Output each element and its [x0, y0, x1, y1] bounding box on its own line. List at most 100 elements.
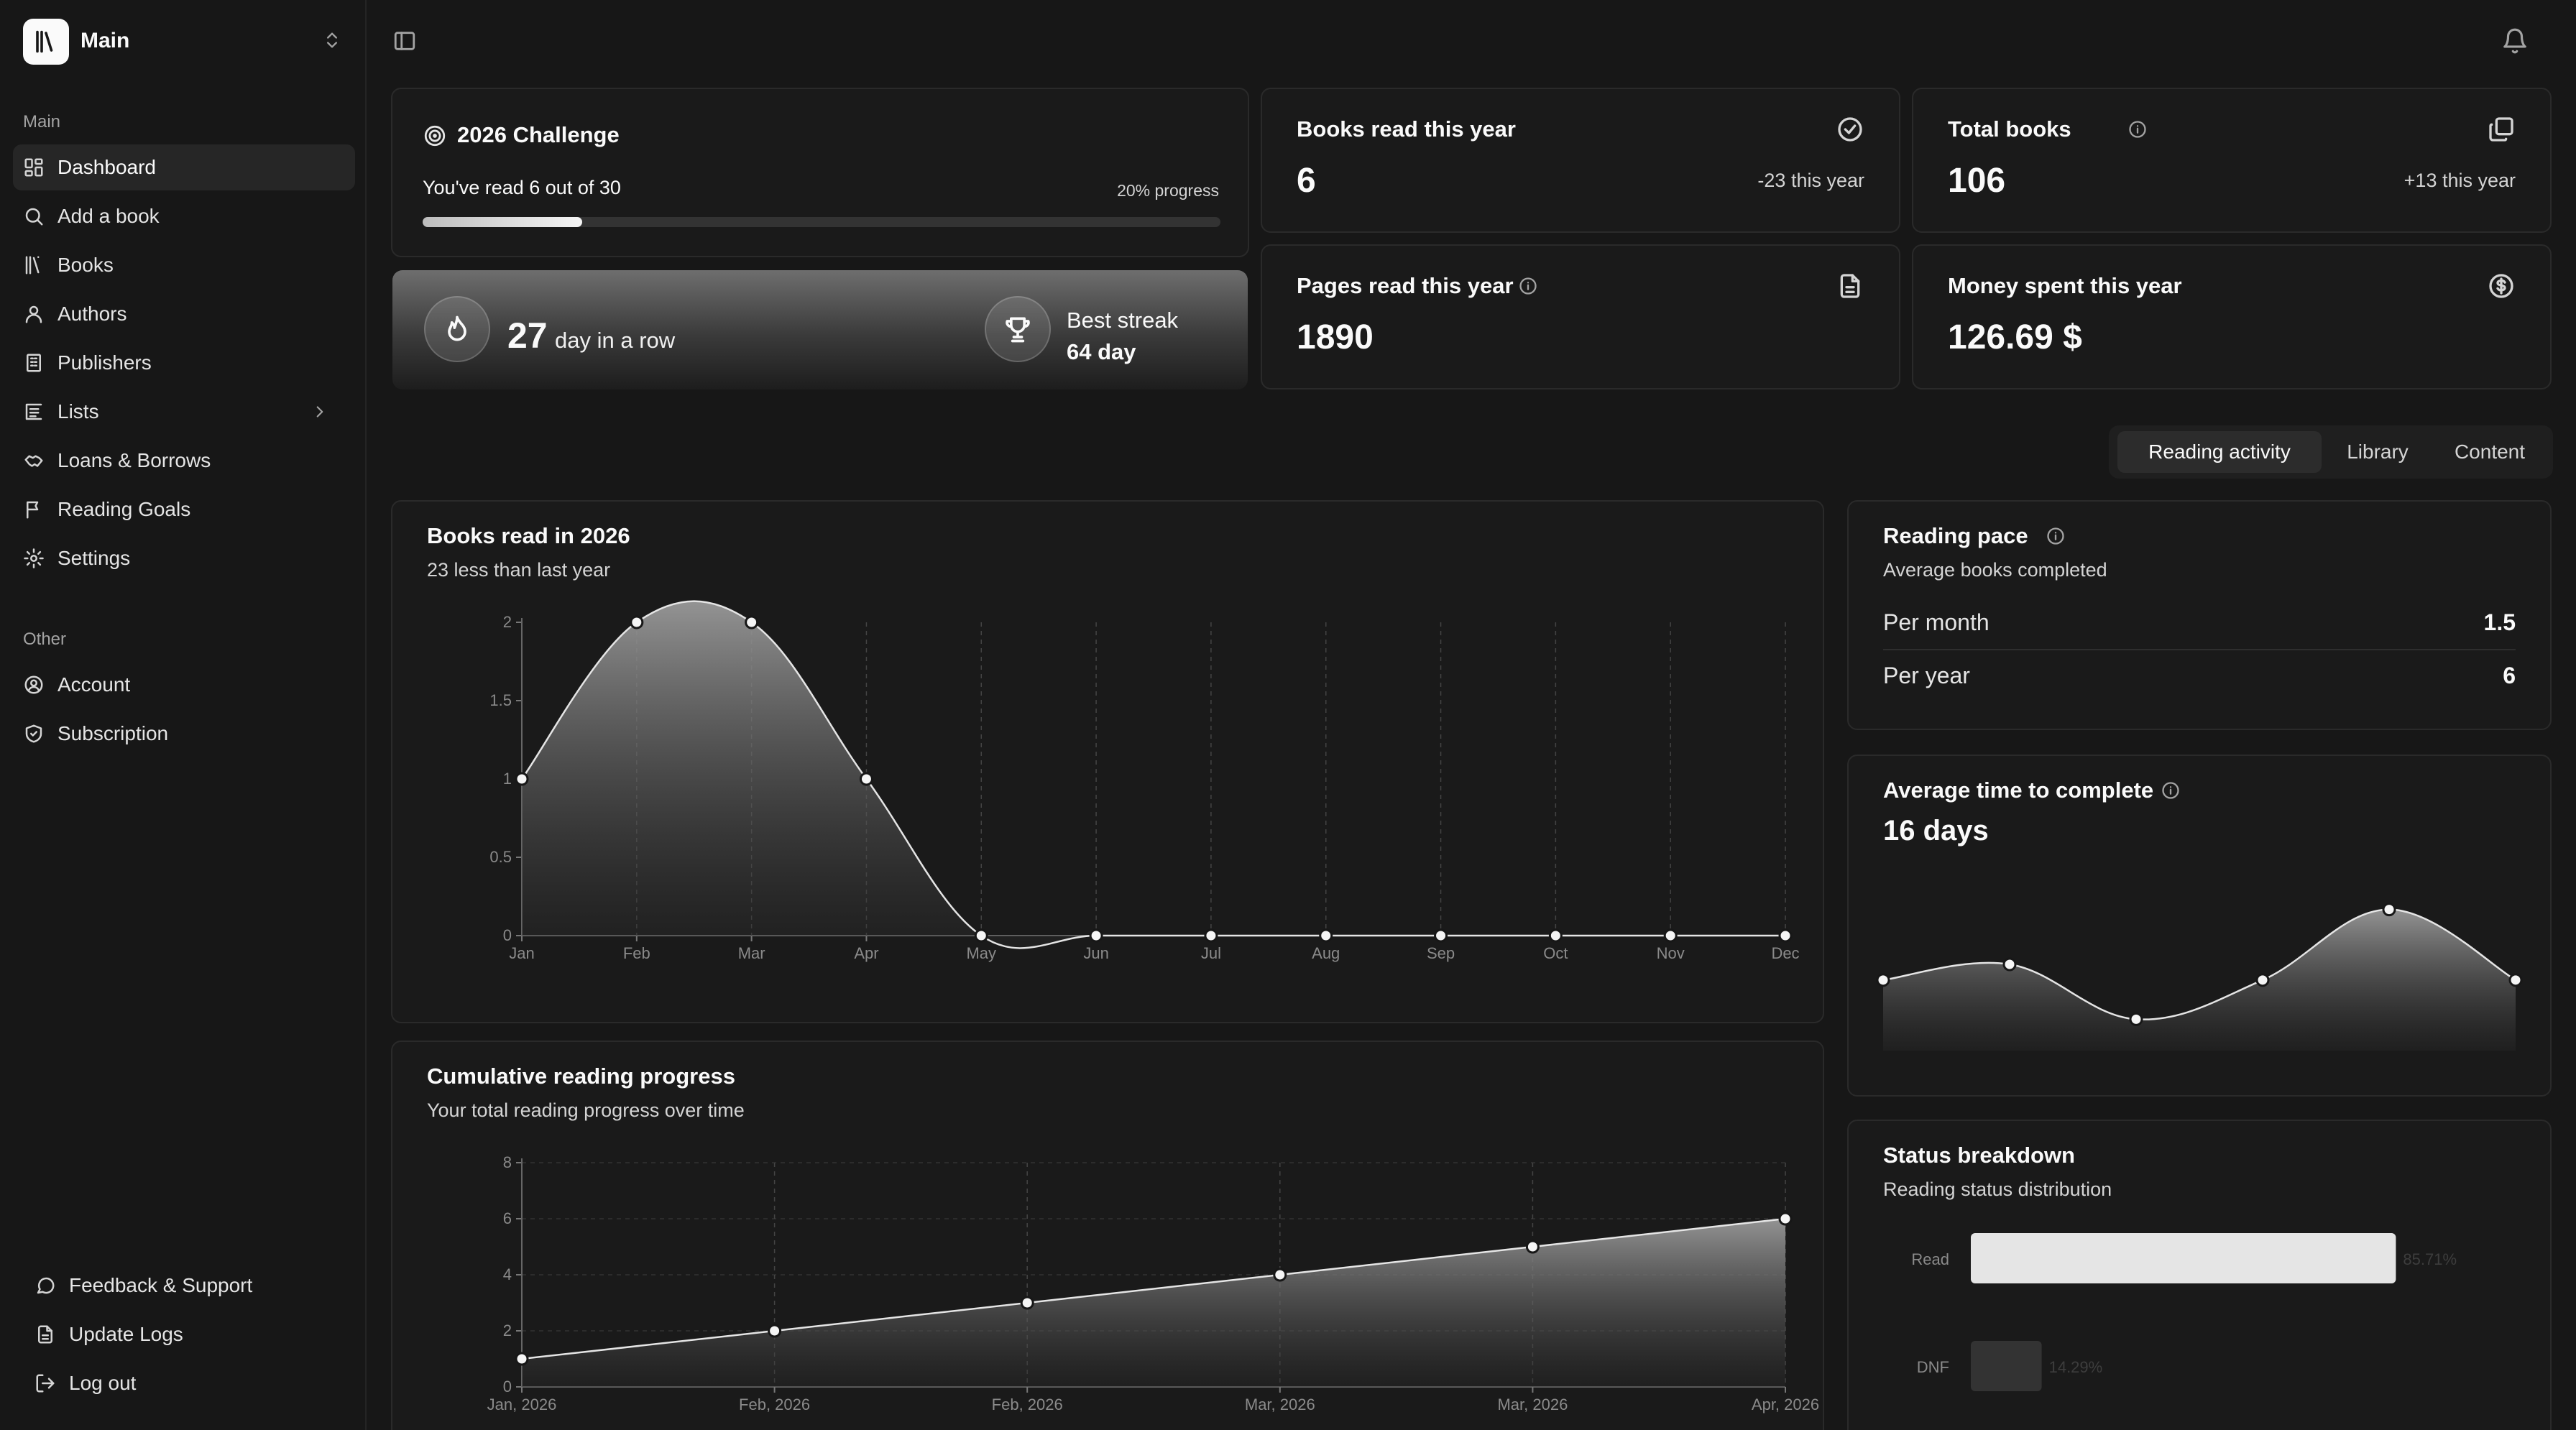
- sidebar-item-label: Account: [58, 673, 131, 696]
- stat-title: Books read this year: [1297, 116, 1516, 142]
- dollar-circle-icon: [2487, 272, 2516, 300]
- tab-reading-activity[interactable]: Reading activity: [2117, 431, 2322, 473]
- data-point: [515, 772, 529, 786]
- sidebar-item-account[interactable]: Account: [13, 662, 355, 708]
- pace-label: Per year: [1883, 663, 1970, 688]
- x-tick-label: Dec: [1771, 944, 1799, 962]
- chevron-right-icon: [310, 402, 329, 421]
- sidebar-item-label: Subscription: [58, 722, 169, 744]
- bar-value-label: 85.71%: [2403, 1250, 2457, 1268]
- message-icon: [34, 1275, 56, 1296]
- streak-suffix: day in a row: [555, 328, 676, 353]
- data-point: [1778, 1212, 1793, 1226]
- dashboard-icon: [23, 157, 45, 178]
- sidebar-item-label: Log out: [69, 1372, 137, 1394]
- sidebar-item-loans-borrows[interactable]: Loans & Borrows: [13, 438, 355, 484]
- sidebar-group-main: Main: [23, 112, 61, 132]
- chart-title: Books read in 2026: [427, 523, 630, 548]
- sidebar-item-label: Authors: [58, 303, 127, 325]
- data-point: [630, 615, 644, 629]
- data-point: [1089, 928, 1103, 943]
- area-fill: [522, 601, 1785, 949]
- target-icon: [423, 124, 447, 148]
- team-name[interactable]: Main: [80, 29, 130, 52]
- data-point: [2382, 903, 2396, 917]
- document-icon: [1836, 272, 1864, 300]
- bar: [1971, 1341, 2042, 1391]
- sidebar-group-other: Other: [23, 629, 67, 649]
- list-icon: [23, 401, 45, 423]
- chevrons-up-down-icon[interactable]: [322, 29, 342, 52]
- area-fill: [1883, 909, 2516, 1051]
- avg-time-value: 16 days: [1883, 815, 1989, 847]
- y-tick-label: 8: [503, 1153, 512, 1171]
- tab-library[interactable]: Library: [2347, 440, 2409, 463]
- info-icon[interactable]: [2161, 780, 2181, 801]
- series-line: [1882, 908, 2516, 1020]
- info-icon[interactable]: [1518, 276, 1538, 296]
- logout-icon: [34, 1373, 56, 1394]
- check-circle-icon: [1836, 115, 1864, 144]
- sidebar-item-label: Reading Goals: [58, 498, 191, 520]
- tab-content[interactable]: Content: [2454, 440, 2526, 463]
- sidebar-item-settings[interactable]: Settings: [13, 535, 355, 581]
- sidebar-item-reading-goals[interactable]: Reading Goals: [13, 486, 355, 532]
- sidebar-item-publishers[interactable]: Publishers: [13, 340, 355, 386]
- stat-card-books-read: Books read this year 6 -23 this year: [1261, 88, 1900, 233]
- divider: [1883, 649, 2516, 650]
- app-logo-icon[interactable]: [23, 19, 69, 65]
- books-read-chart: 0 0.5 1 1.5 2 Jan Feb Mar Apr May Jun Jul Aug Sep Oct N…: [489, 600, 1800, 962]
- flag-icon: [23, 499, 45, 520]
- data-point: [1548, 928, 1563, 943]
- library-icon: [23, 254, 45, 276]
- streak-banner: 27 day in a row Best streak 64 day: [392, 270, 1248, 389]
- bell-icon[interactable]: [2501, 26, 2529, 56]
- avg-time-card: Average time to complete 16 days: [1847, 755, 2552, 1097]
- y-tick-label: 2: [503, 613, 512, 631]
- info-icon[interactable]: [2046, 526, 2066, 546]
- sidebar-item-log-out[interactable]: Log out: [24, 1360, 367, 1406]
- sidebar-item-add-a-book[interactable]: Add a book: [13, 193, 355, 239]
- data-point: [768, 1324, 782, 1338]
- card-title: Reading pace: [1883, 523, 2028, 548]
- best-streak-value: 64 day: [1067, 339, 1136, 364]
- data-point: [859, 772, 873, 786]
- y-tick-label: 4: [503, 1265, 512, 1283]
- sidebar-toggle-icon[interactable]: [392, 29, 417, 53]
- cumulative-chart: 0 2 4 6 8 Jan, 2026 Feb, 2026 Feb, 2026 Mar, 202…: [487, 1153, 1819, 1413]
- chart-title: Cumulative reading progress: [427, 1064, 735, 1089]
- info-icon[interactable]: [2128, 119, 2148, 139]
- stat-value: 126.69 $: [1948, 318, 2082, 356]
- y-tick-label: 1.5: [489, 691, 512, 709]
- data-point: [1319, 928, 1333, 943]
- sidebar-item-subscription[interactable]: Subscription: [13, 711, 355, 757]
- x-tick-label: Apr: [854, 944, 878, 962]
- cumulative-card: Cumulative reading progress Your total r…: [391, 1041, 1824, 1430]
- challenge-progress-label: 20% progress: [1117, 181, 1219, 200]
- card-title: Average time to complete: [1883, 778, 2154, 803]
- gear-icon: [23, 548, 45, 569]
- stat-card-total-books: Total books 106 +13 this year: [1912, 88, 2552, 233]
- sidebar-item-authors[interactable]: Authors: [13, 291, 355, 337]
- pace-row-year: Per year 6: [1883, 663, 2516, 689]
- x-tick-label: Aug: [1312, 944, 1340, 962]
- data-point: [1204, 928, 1218, 943]
- sidebar-item-dashboard[interactable]: Dashboard: [13, 144, 355, 190]
- y-tick-label: 2: [503, 1321, 512, 1339]
- x-tick-label: Sep: [1427, 944, 1455, 962]
- bar-value-label: 14.29%: [2049, 1358, 2103, 1376]
- sidebar-item-feedback-support[interactable]: Feedback & Support: [24, 1263, 367, 1309]
- pace-row-month: Per month 1.5: [1883, 609, 2516, 636]
- stat-value: 6: [1297, 162, 1316, 200]
- sidebar-item-update-logs[interactable]: Update Logs: [24, 1311, 367, 1357]
- status-card: Status breakdown Reading status distribu…: [1847, 1120, 2552, 1430]
- challenge-progress-text: You've read 6 out of 30: [423, 177, 621, 198]
- data-point: [1778, 928, 1793, 943]
- sidebar-item-lists[interactable]: Lists: [13, 389, 355, 435]
- stat-card-pages-read: Pages read this year 1890: [1261, 244, 1900, 389]
- stat-delta: +13 this year: [2404, 170, 2516, 191]
- streak-count: 27: [507, 315, 548, 356]
- x-tick-label: Feb, 2026: [992, 1396, 1063, 1413]
- data-point: [515, 1352, 529, 1366]
- sidebar-item-books[interactable]: Books: [13, 242, 355, 288]
